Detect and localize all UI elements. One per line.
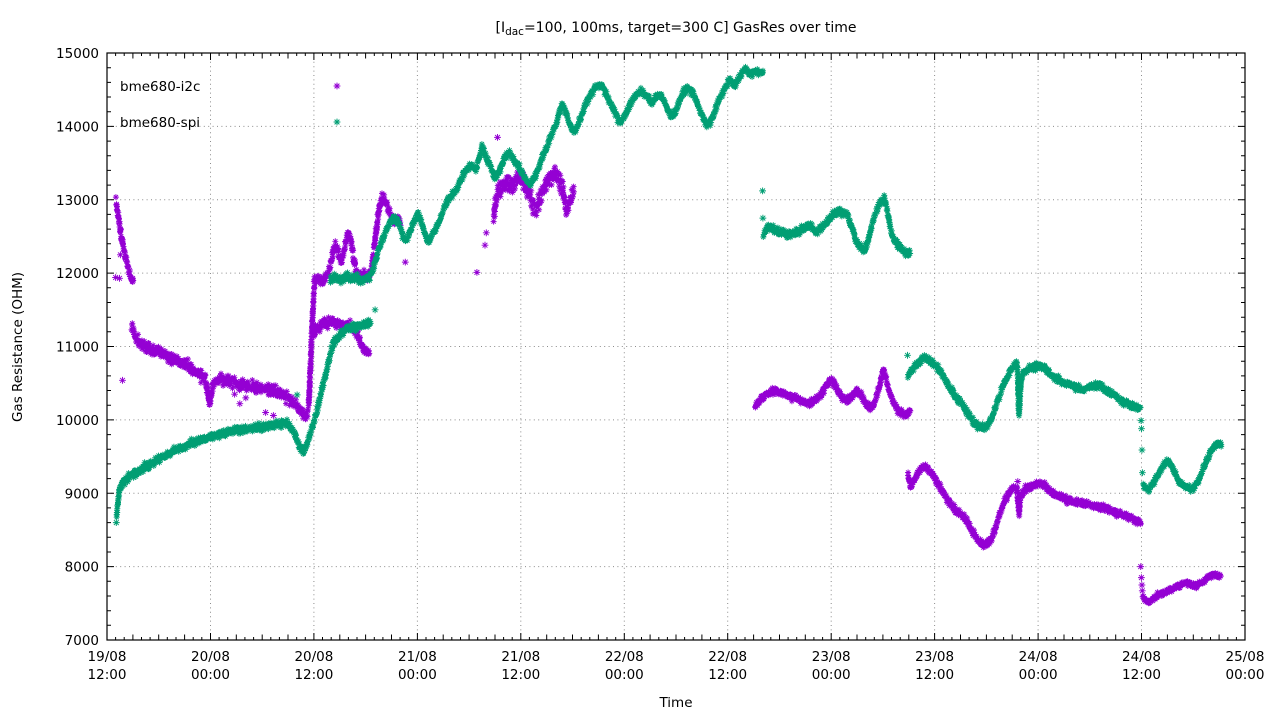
x-tick-label-date: 22/08 <box>605 649 644 665</box>
y-tick-label: 15000 <box>56 46 99 62</box>
x-tick-label-time: 00:00 <box>398 667 437 683</box>
x-tick-label-date: 20/08 <box>191 649 230 665</box>
y-tick-label: 14000 <box>56 119 99 135</box>
series-bme680-spi <box>112 63 1225 526</box>
y-axis-label: Gas Resistance (OHM) <box>10 272 26 422</box>
chart-title: [Idac=100, 100ms, target=300 C] GasRes o… <box>495 20 856 38</box>
x-tick-label-time: 00:00 <box>1226 667 1265 683</box>
x-tick-label-time: 12:00 <box>1122 667 1161 683</box>
x-tick-label-date: 21/08 <box>398 649 437 665</box>
y-tick-label: 11000 <box>56 340 99 356</box>
x-tick-label-date: 19/08 <box>88 649 127 665</box>
x-tick-label-date: 22/08 <box>708 649 747 665</box>
x-tick-label-time: 12:00 <box>501 667 540 683</box>
x-tick-label-time: 00:00 <box>191 667 230 683</box>
x-tick-label-time: 12:00 <box>294 667 333 683</box>
x-tick-label-date: 24/08 <box>1019 649 1058 665</box>
y-tick-label: 12000 <box>56 266 99 282</box>
legend-label-bme680-i2c: bme680-i2c <box>120 79 200 95</box>
y-tick-label: 9000 <box>65 486 99 502</box>
legend-marker-bme680-i2c <box>333 82 341 90</box>
y-tick-label: 10000 <box>56 413 99 429</box>
x-tick-label-date: 24/08 <box>1122 649 1161 665</box>
y-tick-label: 7000 <box>65 633 99 649</box>
x-axis-label: Time <box>658 695 692 711</box>
x-tick-label-time: 00:00 <box>812 667 851 683</box>
plot-border <box>106 52 1246 641</box>
x-tick-label-date: 21/08 <box>501 649 540 665</box>
x-tick-label-time: 00:00 <box>605 667 644 683</box>
x-tick-label-date: 23/08 <box>812 649 851 665</box>
legend-label-bme680-spi: bme680-spi <box>120 115 200 131</box>
x-tick-label-time: 12:00 <box>708 667 747 683</box>
x-tick-label-date: 23/08 <box>915 649 954 665</box>
x-tick-label-date: 20/08 <box>294 649 333 665</box>
legend-marker-bme680-spi <box>333 118 341 126</box>
x-tick-label-time: 12:00 <box>915 667 954 683</box>
y-tick-label: 13000 <box>56 193 99 209</box>
y-tick-label: 8000 <box>65 560 99 576</box>
x-tick-label-time: 12:00 <box>88 667 127 683</box>
x-tick-label-time: 00:00 <box>1019 667 1058 683</box>
x-tick-label-date: 25/08 <box>1226 649 1265 665</box>
